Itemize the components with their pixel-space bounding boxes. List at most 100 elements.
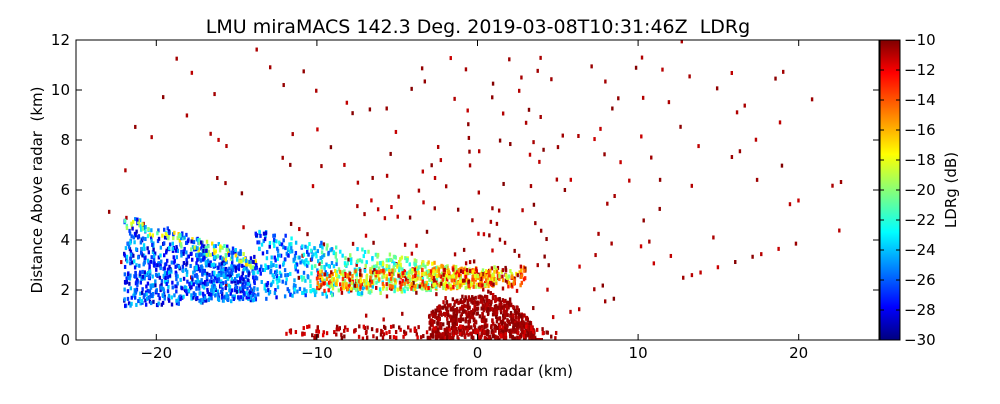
echo-cell bbox=[135, 280, 138, 285]
echo-cell bbox=[177, 297, 180, 302]
clutter-cell bbox=[431, 312, 434, 317]
clutter-cell bbox=[314, 335, 317, 340]
echo-cell bbox=[296, 289, 299, 294]
echo-cell bbox=[166, 226, 169, 231]
noise-speckle bbox=[496, 297, 499, 302]
echo-cell bbox=[231, 250, 235, 255]
clutter-cell bbox=[498, 302, 501, 307]
melting-layer-cell bbox=[341, 276, 345, 281]
echo-cell bbox=[137, 220, 140, 225]
echo-cell bbox=[221, 287, 224, 292]
echo-cell bbox=[143, 228, 147, 233]
echo-cell bbox=[224, 275, 228, 280]
echo-cell bbox=[261, 267, 264, 272]
echo-cell bbox=[154, 283, 157, 288]
echo-cell bbox=[434, 270, 437, 275]
echo-cell bbox=[239, 276, 242, 281]
noise-speckle bbox=[551, 315, 555, 320]
echo-cell bbox=[160, 282, 163, 287]
noise-speckle bbox=[546, 287, 549, 292]
clutter-cell bbox=[530, 333, 533, 338]
noise-speckle bbox=[329, 145, 333, 150]
echo-cell bbox=[123, 303, 127, 308]
noise-speckle bbox=[532, 306, 535, 311]
melting-layer-cell bbox=[421, 267, 424, 272]
echo-cell bbox=[472, 284, 475, 289]
noise-speckle bbox=[699, 270, 702, 275]
clutter-cell bbox=[469, 310, 473, 315]
echo-cell bbox=[264, 263, 267, 268]
echo-cell bbox=[167, 270, 171, 275]
noise-speckle bbox=[389, 151, 392, 156]
echo-cell bbox=[163, 266, 166, 271]
echo-cell bbox=[265, 282, 268, 287]
echo-cell bbox=[393, 284, 397, 289]
echo-cell bbox=[150, 294, 153, 299]
echo-cell bbox=[164, 276, 167, 281]
melting-layer-cell bbox=[433, 266, 436, 271]
melting-layer-cell bbox=[457, 285, 460, 290]
echo-cell bbox=[253, 254, 256, 259]
echo-cell bbox=[226, 297, 230, 302]
echo-cell bbox=[374, 275, 377, 280]
melting-layer-cell bbox=[449, 285, 453, 290]
echo-cell bbox=[230, 261, 234, 266]
melting-layer-cell bbox=[344, 271, 347, 276]
clutter-cell bbox=[531, 336, 534, 340]
echo-cell bbox=[371, 284, 374, 289]
echo-cell bbox=[138, 272, 142, 277]
melting-layer-cell bbox=[437, 267, 441, 272]
clutter-cell bbox=[428, 313, 431, 318]
noise-speckle bbox=[343, 274, 346, 279]
echo-cell bbox=[230, 264, 233, 269]
melting-layer-cell bbox=[336, 278, 339, 283]
melting-layer-cell bbox=[465, 268, 469, 273]
echo-cell bbox=[213, 255, 216, 260]
clutter-cell bbox=[315, 329, 318, 334]
noise-speckle bbox=[508, 297, 512, 302]
echo-cell bbox=[130, 221, 133, 226]
echo-cell bbox=[405, 259, 408, 264]
clutter-cell bbox=[517, 308, 520, 313]
echo-cell bbox=[282, 238, 285, 243]
melting-layer-cell bbox=[349, 286, 353, 291]
echo-cell bbox=[212, 262, 216, 267]
echo-cell bbox=[216, 296, 220, 301]
clutter-cell bbox=[472, 310, 476, 315]
noise-speckle bbox=[760, 252, 763, 257]
echo-cell bbox=[178, 238, 182, 243]
clutter-cell bbox=[499, 308, 503, 313]
echo-cell bbox=[207, 297, 210, 302]
echo-cell bbox=[130, 295, 133, 300]
echo-cell bbox=[399, 272, 402, 277]
echo-cell bbox=[133, 231, 137, 236]
melting-layer-cell bbox=[456, 281, 459, 286]
melting-layer-cell bbox=[455, 274, 458, 279]
echo-cell bbox=[302, 290, 306, 295]
clutter-cell bbox=[532, 330, 535, 335]
clutter-cell bbox=[509, 303, 513, 308]
melting-layer-cell bbox=[507, 280, 511, 285]
echo-cell bbox=[126, 296, 130, 301]
clutter-cell bbox=[322, 330, 325, 335]
noise-speckle bbox=[383, 216, 387, 221]
echo-cell bbox=[166, 275, 170, 280]
melting-layer-cell bbox=[393, 278, 397, 283]
melting-layer-cell bbox=[378, 270, 381, 275]
echo-cell bbox=[148, 294, 151, 299]
melting-layer-cell bbox=[359, 279, 363, 284]
echo-cell bbox=[165, 258, 169, 263]
clutter-cell bbox=[517, 312, 521, 317]
clutter-cell bbox=[463, 333, 466, 338]
echo-cell bbox=[251, 275, 255, 280]
echo-cell bbox=[142, 243, 146, 248]
melting-layer-cell bbox=[483, 280, 487, 285]
noise-speckle bbox=[682, 275, 685, 280]
noise-speckle bbox=[161, 95, 165, 100]
echo-cell bbox=[314, 264, 317, 269]
echo-cell bbox=[234, 248, 237, 253]
echo-cell bbox=[142, 295, 146, 300]
noise-speckle bbox=[539, 55, 542, 60]
echo-cell bbox=[165, 250, 168, 255]
echo-cell bbox=[184, 267, 188, 272]
